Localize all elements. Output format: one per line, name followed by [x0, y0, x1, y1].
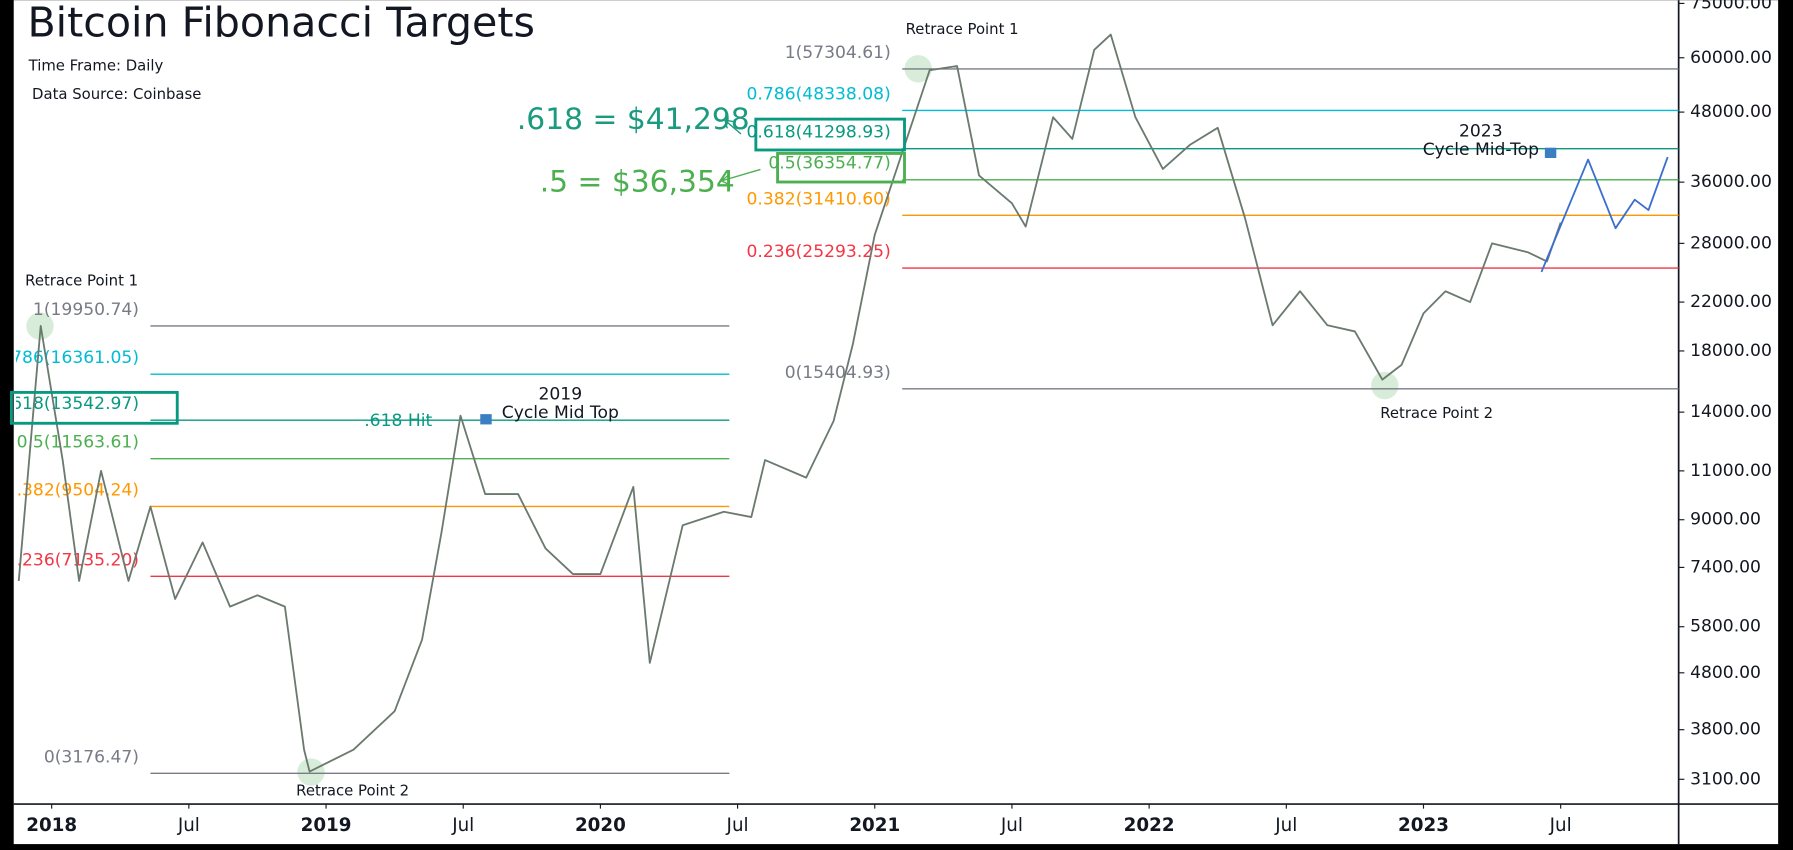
y-tick-label: 11000.00 [1690, 461, 1772, 481]
price-line [17, 33, 1562, 773]
background [13, 0, 1779, 845]
fib-label: 1(19950.74) [33, 300, 139, 320]
note: Time Frame: Daily [28, 57, 164, 75]
annotation: Retrace Point 2 [1380, 404, 1493, 422]
highlight-box [776, 151, 906, 184]
fib-label: 0.786(48338.08) [747, 84, 891, 104]
annotation: .5 = $36,354 [540, 165, 735, 200]
pivot-marker [1371, 371, 1399, 400]
y-tick-label: 28000.00 [1690, 233, 1772, 253]
y-tick-label: 60000.00 [1690, 48, 1772, 68]
flag-marker [1544, 147, 1557, 158]
fib-label: 0.382(9504.24) [6, 480, 139, 500]
fib-label: 0.618(13542.97) [0, 394, 139, 414]
x-tick-label: Jul [1000, 815, 1023, 836]
price-line [1540, 156, 1669, 273]
y-tick-label: 3100.00 [1690, 769, 1761, 789]
x-tick-label: Jul [1274, 815, 1297, 836]
fib-label: 0.382(31410.60) [747, 189, 891, 209]
y-tick-label: 5800.00 [1690, 617, 1761, 637]
note: Data Source: Coinbase [32, 85, 201, 103]
y-tick-label: 9000.00 [1690, 510, 1761, 530]
y-tick-label: 18000.00 [1690, 341, 1772, 361]
x-tick-label: 2018 [26, 815, 77, 836]
annotation: Cycle Mid-Top [1423, 140, 1539, 160]
arrow [721, 168, 761, 185]
annotation: Retrace Point 1 [25, 271, 138, 289]
fib-label: 0.786(16361.05) [0, 348, 139, 368]
y-tick-label: 3800.00 [1690, 720, 1761, 740]
y-tick-label: 4800.00 [1690, 663, 1761, 683]
plot-area: 1(19950.74) 0.786(16361.05) 0.618(13542.97… [0, 33, 1679, 775]
y-tick-label: 48000.00 [1690, 102, 1772, 122]
y-tick-label: 14000.00 [1690, 402, 1772, 422]
x-tick-label: 2022 [1124, 815, 1175, 836]
x-tick-label: Jul [451, 815, 474, 836]
arrow [724, 119, 742, 135]
fib-label: 0(3176.47) [44, 747, 139, 767]
highlight-box [754, 117, 906, 152]
x-tick-label: 2023 [1398, 815, 1449, 836]
x-tick-label: Jul [726, 815, 749, 836]
y-tick-label: 75000.00 [1690, 0, 1772, 13]
x-tick-label: 2021 [849, 815, 900, 836]
y-tick-label: 22000.00 [1690, 292, 1772, 312]
chart-title: Bitcoin Fibonacci Targets [27, 0, 534, 46]
y-tick-label: 7400.00 [1690, 557, 1761, 577]
fib-label: 0(15404.93) [785, 363, 891, 383]
x-tick-label: Jul [1549, 815, 1572, 836]
annotation: .618 Hit [364, 411, 432, 431]
fib-label: 0.618(41298.93) [747, 123, 891, 143]
x-tick-label: 2020 [575, 815, 626, 836]
annotation: 2023 [1459, 122, 1503, 142]
annotation: 2019 [539, 385, 583, 405]
annotation: Cycle Mid Top [502, 403, 619, 423]
x-tick-label: Jul [177, 815, 200, 836]
fib-label: 1(57304.61) [785, 43, 891, 63]
y-tick-label: 36000.00 [1690, 172, 1772, 192]
fib-label: 0.236(25293.25) [747, 242, 891, 262]
flag-marker [480, 414, 492, 425]
annotation: Retrace Point 2 [296, 781, 409, 799]
x-tick-label: 2019 [301, 815, 352, 836]
annotation: .618 = $41,298 [517, 102, 750, 137]
fib-label: 0.5(36354.77) [768, 154, 890, 174]
fib-label: 0.236(7135.20) [6, 550, 139, 570]
fib-label: 0.5(11563.61) [17, 433, 139, 453]
annotation: Retrace Point 1 [906, 20, 1019, 38]
highlight-box [10, 390, 179, 425]
pivot-marker [297, 758, 325, 786]
